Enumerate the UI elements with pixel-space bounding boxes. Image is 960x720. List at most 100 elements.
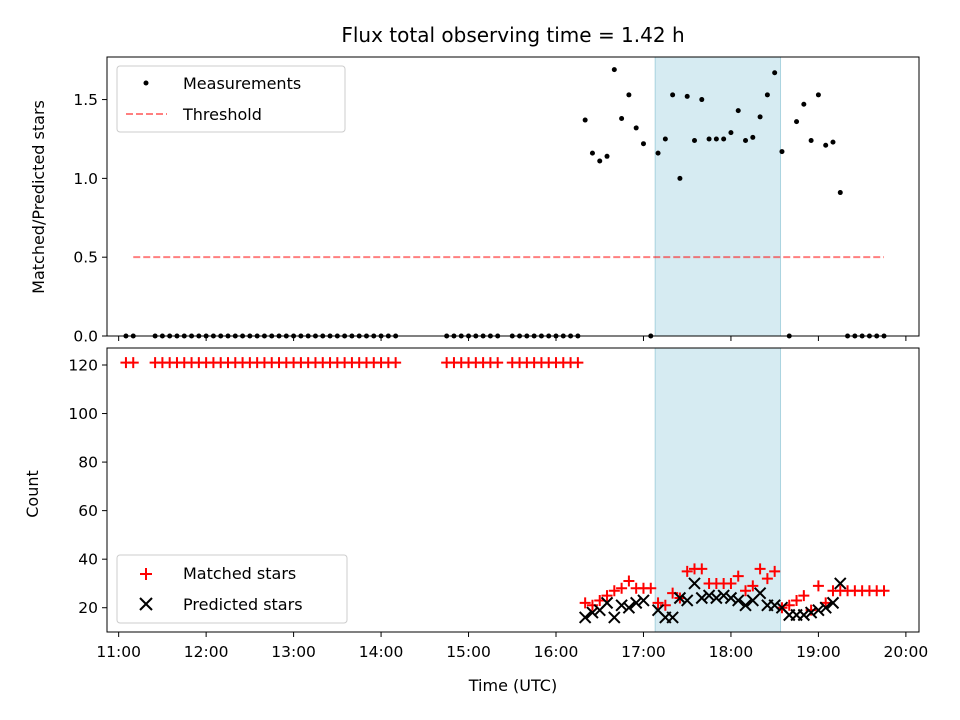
measurement-point [582, 117, 588, 123]
bottom-y-axis-label: Count [23, 470, 42, 518]
matched-star-marker [579, 597, 591, 609]
measurement-point [779, 149, 785, 155]
bottom-ytick-label: 100 [68, 405, 98, 423]
measurement-point [633, 125, 639, 131]
matched-star-marker [747, 580, 759, 592]
top-series-layer [123, 67, 887, 339]
matched-star-marker [696, 563, 708, 575]
matched-star-marker [769, 565, 781, 577]
top-x-ticks [118, 336, 907, 341]
legend-marker-measurements [143, 80, 149, 86]
measurement-point [589, 150, 595, 156]
predicted-star-marker [637, 594, 650, 607]
predicted-star-marker [615, 599, 628, 612]
bottom-legend-box [116, 554, 348, 624]
measurement-point [735, 108, 741, 114]
xtick-label: 14:00 [359, 643, 404, 661]
bottom-x-ticks: 11:00 12:00 13:00 14:00 15:00 16:00 17:00 18:00… [96, 632, 928, 661]
predicted-star-marker [578, 611, 592, 624]
measurement-point [808, 138, 814, 144]
bottom-ytick-label: 40 [78, 551, 98, 569]
legend-label-matched-stars: Matched stars [183, 564, 296, 583]
measurement-point [772, 70, 778, 76]
measurement-point [823, 142, 829, 148]
xtick-label: 11:00 [96, 643, 141, 661]
xtick-label: 12:00 [184, 643, 229, 661]
measurement-point [721, 136, 727, 142]
measurement-point [837, 190, 843, 196]
legend-marker-matched-stars [140, 568, 152, 580]
matched-star-marker [878, 585, 890, 597]
matched-star-marker [740, 585, 752, 597]
xtick-label: 17:00 [621, 643, 666, 661]
matched-star-marker [812, 580, 824, 592]
predicted-star-marker [710, 591, 723, 605]
matched-star-marker [616, 582, 628, 594]
predicted-star-marker [702, 589, 716, 602]
measurement-point [677, 175, 683, 181]
bottom-ytick-label: 80 [78, 454, 98, 472]
measurement-point [794, 119, 800, 125]
predicted-star-marker [688, 577, 701, 590]
measurement-point [655, 150, 661, 156]
matched-star-marker [761, 573, 773, 585]
measurement-point [619, 115, 625, 121]
predicted-star-marker [834, 577, 847, 590]
legend-label-threshold: Threshold [182, 105, 262, 124]
matched-star-marker [645, 582, 657, 594]
bottom-axes-frame [106, 347, 920, 633]
chart-title: Flux total observing time = 1.42 h [341, 23, 684, 47]
measurement-point [684, 93, 690, 99]
bottom-y-ticks: 20 40 60 80 100 120 [68, 356, 107, 617]
measurement-point [611, 67, 617, 73]
measurement-point [830, 139, 836, 145]
predicted-star-marker [724, 591, 738, 605]
matched-star-marker [732, 570, 744, 582]
xtick-label: 13:00 [271, 643, 316, 661]
bottom-ytick-label: 60 [78, 502, 98, 520]
predicted-star-marker [768, 599, 781, 612]
predicted-star-marker [673, 591, 687, 605]
xtick-label: 18:00 [709, 643, 754, 661]
top-y-ticks: 0.0 0.5 1.0 1.5 [73, 91, 107, 346]
legend-marker-predicted-stars [139, 597, 153, 611]
top-axes: 0.0 0.5 1.0 1.5 Flux total observing time =… [29, 23, 920, 346]
measurement-point [713, 136, 719, 142]
measurement-point [640, 141, 646, 147]
measurement-point [662, 136, 668, 142]
measurement-point [801, 101, 807, 107]
bottom-axes: 20 40 60 80 100 120 11:00 12:00 13:00 14:00 15:00… [23, 347, 928, 695]
bottom-ytick-label: 20 [78, 599, 98, 617]
measurement-point [604, 153, 610, 159]
predicted-star-marker [695, 591, 708, 605]
top-ytick-label: 1.5 [73, 91, 98, 109]
predicted-star-marker [826, 596, 840, 610]
xtick-label: 19:00 [796, 643, 841, 661]
measurement-point [764, 92, 770, 98]
matched-star-marker [791, 594, 803, 606]
measurement-point [626, 92, 632, 98]
top-ytick-label: 0.5 [73, 249, 98, 267]
measurement-point [691, 138, 697, 144]
measurement-point [815, 92, 821, 98]
measurement-point [706, 136, 712, 142]
predicted-star-marker [753, 586, 767, 600]
bottom-ytick-label: 120 [68, 356, 98, 374]
measurement-point [750, 134, 756, 140]
measurement-point [597, 158, 603, 164]
matched-star-marker [681, 565, 693, 577]
xtick-label: 15:00 [446, 643, 491, 661]
matched-star-marker [601, 590, 613, 602]
top-y-axis-label: Matched/Predicted stars [29, 100, 48, 294]
top-legend-box [116, 65, 346, 133]
observing-window-span-bottom [654, 347, 782, 633]
matched-star-marker [390, 357, 402, 369]
predicted-star-marker [681, 594, 694, 607]
bottom-highlight-span [654, 347, 782, 633]
predicted-star-marker [739, 599, 752, 612]
predicted-star-marker [666, 611, 679, 624]
top-highlight-span [654, 56, 782, 337]
bottom-series-layer [120, 357, 890, 624]
matched-star-marker [725, 577, 737, 589]
